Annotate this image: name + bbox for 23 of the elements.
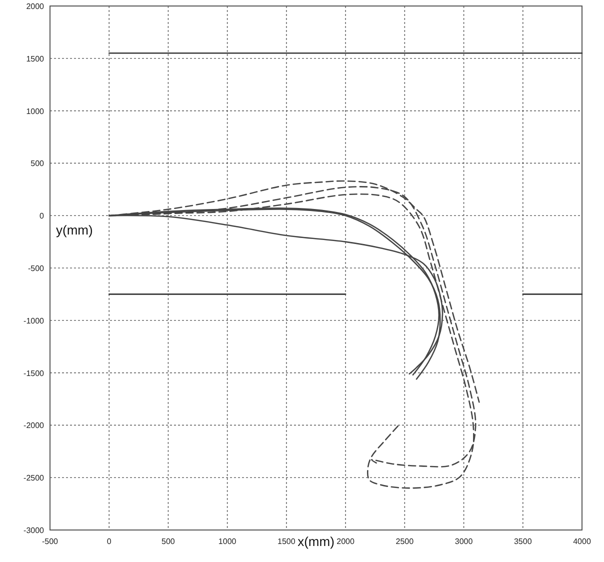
y-tick-label: -3000 (24, 526, 45, 535)
x-tick-label: -500 (42, 537, 59, 546)
y-tick-label: 1000 (26, 106, 45, 116)
y-tick-label: -1000 (24, 316, 45, 326)
y-tick-label: 0 (40, 212, 45, 221)
y-tick-label: -1500 (24, 368, 45, 378)
y-tick-label: -2000 (24, 421, 45, 430)
y-tick-label: -500 (28, 264, 45, 273)
y-tick-label: 500 (30, 159, 45, 168)
x-tick-label: 2500 (396, 537, 414, 546)
y-axis-title: y(mm) (56, 222, 93, 238)
x-tick-label: 0 (106, 537, 112, 546)
x-tick-label: 3000 (454, 537, 474, 546)
y-tick-label: 1500 (26, 54, 45, 64)
x-tick-label: 2000 (336, 537, 356, 546)
x-tick-label: 1500 (278, 537, 296, 546)
x-axis-title: x(mm) (298, 534, 334, 549)
x-tick-label: 4000 (573, 537, 592, 546)
x-tick-label: 500 (162, 537, 176, 546)
y-tick-label: 2000 (26, 2, 45, 11)
x-tick-label: 3500 (514, 537, 532, 546)
y-tick-label: -2500 (24, 474, 45, 483)
x-tick-label: 1000 (218, 537, 237, 546)
